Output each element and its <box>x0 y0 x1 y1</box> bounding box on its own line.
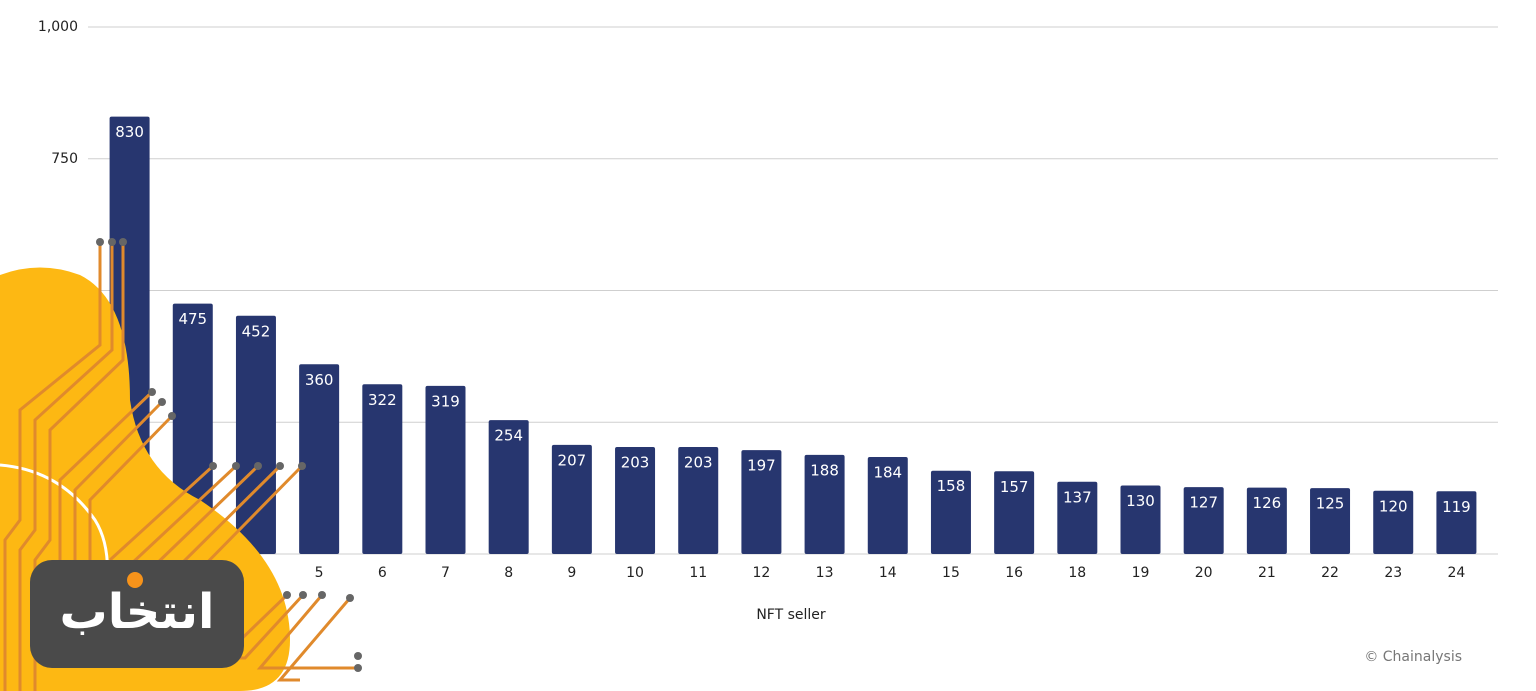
logo-circuit <box>3 242 358 691</box>
bar <box>1373 490 1414 554</box>
value-label: 126 <box>1253 494 1282 512</box>
x-tick-label: 18 <box>1068 565 1086 581</box>
x-tick-label: 9 <box>567 565 576 581</box>
bar <box>678 447 719 554</box>
value-label: 203 <box>621 454 650 472</box>
bar <box>551 444 592 554</box>
logo-coin <box>127 572 143 588</box>
x-tick-label: 6 <box>378 565 387 581</box>
x-tick-label: 15 <box>942 565 960 581</box>
logo-decoration: انتخاب <box>0 238 362 691</box>
bar <box>1310 488 1351 554</box>
x-tick-label: 7 <box>441 565 450 581</box>
logo-text: انتخاب <box>60 584 215 640</box>
value-label: 158 <box>937 477 966 495</box>
bar <box>930 470 971 554</box>
value-label: 322 <box>368 391 397 409</box>
value-label: 120 <box>1379 497 1408 515</box>
value-label: 125 <box>1316 495 1345 513</box>
bar <box>362 384 403 554</box>
value-label: 184 <box>873 464 902 482</box>
bar <box>1057 481 1098 554</box>
bar <box>615 447 656 554</box>
bar <box>1246 487 1287 554</box>
x-tick-label: 11 <box>689 565 707 581</box>
x-tick-label: 14 <box>879 565 897 581</box>
value-label: 254 <box>494 427 523 445</box>
y-tick-label: 750 <box>51 151 78 167</box>
bar <box>235 315 276 554</box>
x-tick-label: 22 <box>1321 565 1339 581</box>
value-label: 319 <box>431 392 460 410</box>
x-tick-label: 16 <box>1005 565 1023 581</box>
value-label: 452 <box>242 322 271 340</box>
y-tick-label: 1,000 <box>38 19 78 35</box>
value-label: 137 <box>1063 488 1092 506</box>
logo-circuit-nodes <box>96 238 362 672</box>
logo-box <box>30 560 244 668</box>
bar <box>425 385 466 554</box>
value-label: 475 <box>178 310 207 328</box>
bar <box>741 450 782 554</box>
bar <box>488 420 529 554</box>
credit: © Chainalysis <box>1364 649 1462 665</box>
value-label: 130 <box>1126 492 1155 510</box>
x-tick-label: 20 <box>1195 565 1213 581</box>
x-tick-label: 5 <box>315 565 324 581</box>
bar <box>804 454 845 554</box>
x-tick-label: 13 <box>816 565 834 581</box>
value-label: 360 <box>305 371 334 389</box>
x-tick-label: 19 <box>1132 565 1150 581</box>
plot: 02505007501,0008304754525360632273198254… <box>38 19 1498 581</box>
value-label: 197 <box>747 457 776 475</box>
bar <box>1183 487 1224 554</box>
x-tick-label: 24 <box>1447 565 1465 581</box>
bar <box>1120 485 1161 554</box>
value-label: 203 <box>684 454 713 472</box>
value-label: 119 <box>1442 498 1471 516</box>
value-label: 830 <box>115 123 144 141</box>
x-tick-label: 21 <box>1258 565 1276 581</box>
value-label: 127 <box>1189 494 1218 512</box>
x-axis-label: NFT seller <box>756 607 826 623</box>
value-label: 207 <box>558 451 587 469</box>
bar <box>867 457 908 554</box>
x-tick-label: 10 <box>626 565 644 581</box>
bar <box>299 364 340 554</box>
value-label: 157 <box>1000 478 1029 496</box>
x-tick-label: 12 <box>752 565 770 581</box>
x-tick-label: 23 <box>1384 565 1402 581</box>
x-tick-label: 8 <box>504 565 513 581</box>
bar <box>994 471 1035 554</box>
value-label: 188 <box>810 461 839 479</box>
bar <box>1436 491 1477 554</box>
